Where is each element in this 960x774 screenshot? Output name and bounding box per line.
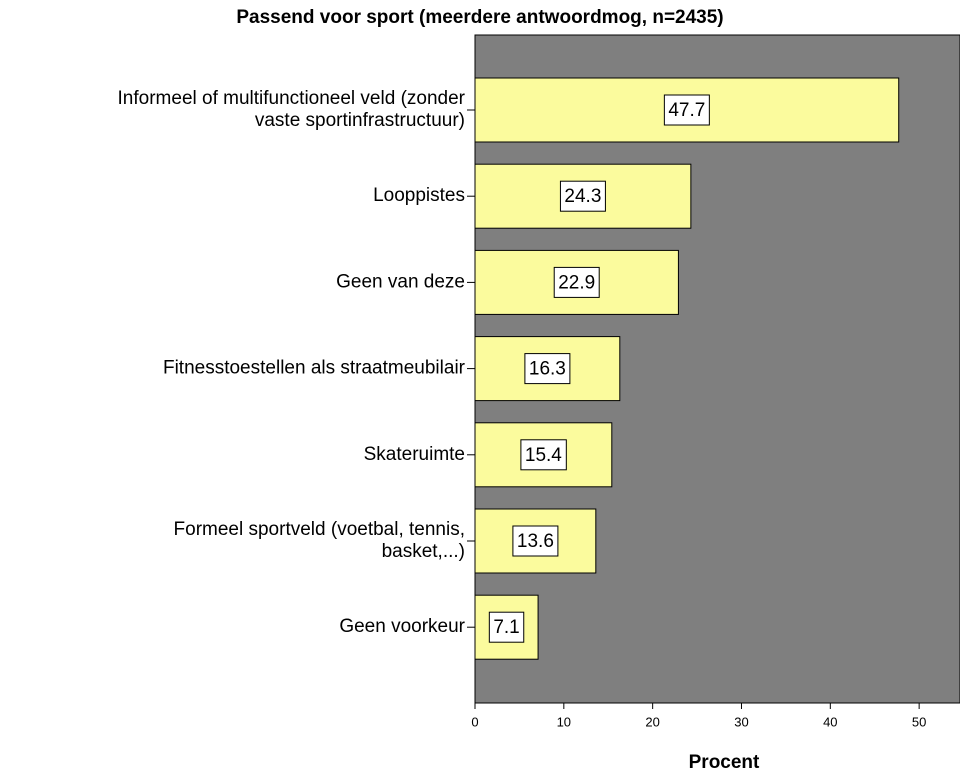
x-tick-label: 20	[645, 714, 659, 729]
y-tick-label-line: vaste sportinfrastructuur)	[255, 110, 465, 131]
value-label: 15.4	[525, 445, 562, 466]
y-tick-label-line: Geen voorkeur	[339, 616, 465, 637]
y-tick-label: Looppistes	[373, 185, 465, 206]
y-tick-label: Formeel sportveld (voetbal, tennis, baske…	[174, 519, 465, 562]
bar	[474, 163, 692, 229]
y-tick-label-line: Skateruimte	[364, 444, 465, 465]
y-tick-label: Geen van deze	[336, 271, 465, 292]
x-tick-label: 10	[557, 714, 571, 729]
value-label: 22.9	[558, 272, 595, 293]
y-tick-label-line: Geen van deze	[336, 271, 465, 292]
chart-title: Passend voor sport (meerdere antwoordmog…	[236, 7, 723, 28]
value-label: 7.1	[493, 617, 519, 638]
y-tick-label-line: basket,...)	[382, 541, 465, 562]
value-label-box	[524, 353, 571, 385]
y-tick-label-line: Looppistes	[373, 185, 465, 206]
value-label-box	[553, 266, 600, 298]
value-label: 16.3	[529, 359, 566, 380]
y-tick-label: Geen voorkeur	[339, 616, 465, 637]
x-tick-label: 50	[912, 714, 926, 729]
y-tick-label-line: Formeel sportveld (voetbal, tennis,	[174, 519, 465, 540]
x-axis-label: Procent	[689, 752, 760, 773]
y-tick-label-line: Fitnesstoestellen als straatmeubilair	[163, 358, 466, 379]
value-label-box	[663, 94, 710, 126]
x-tick-label: 0	[471, 714, 478, 729]
value-label: 47.7	[668, 100, 705, 121]
y-tick-label-line: Informeel of multifunctioneel veld (zond…	[118, 88, 466, 109]
value-label: 24.3	[564, 186, 601, 207]
y-tick-label: Informeel of multifunctioneel veld (zond…	[118, 88, 466, 131]
y-tick-label: Skateruimte	[364, 444, 465, 465]
x-tick-label: 30	[734, 714, 748, 729]
value-label: 13.6	[517, 531, 554, 552]
bar	[474, 594, 539, 660]
value-label-box	[488, 611, 525, 643]
value-label-box	[512, 525, 559, 557]
y-tick-label: Fitnesstoestellen als straatmeubilair	[163, 358, 466, 379]
value-label-box	[520, 439, 567, 471]
x-tick-label: 40	[823, 714, 837, 729]
value-label-box	[559, 180, 606, 212]
